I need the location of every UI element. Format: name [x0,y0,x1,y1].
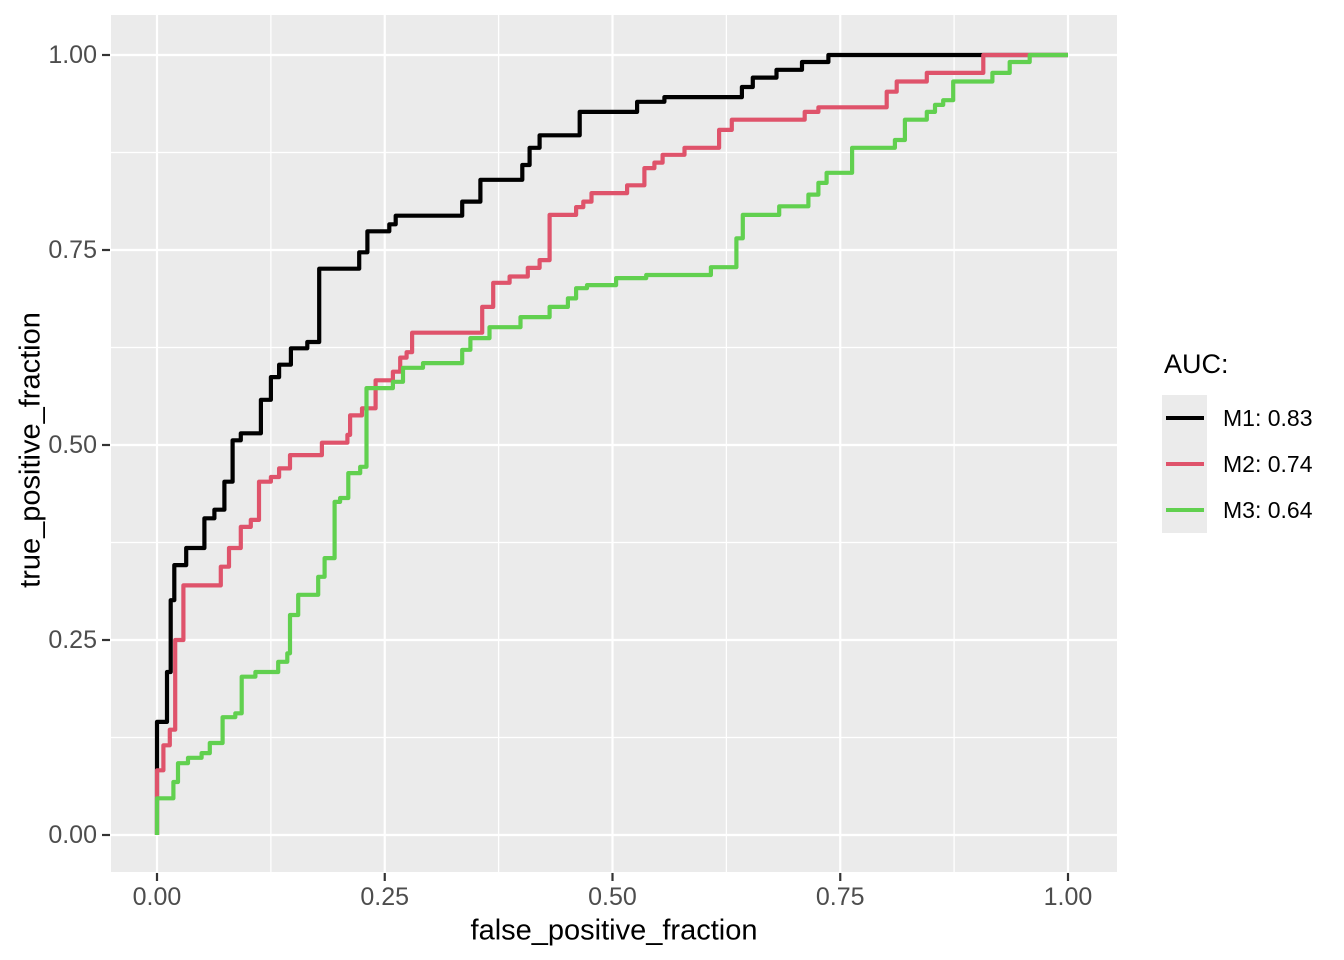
y-tick-label: 0.75 [48,236,97,264]
legend-key-m2 [1162,441,1207,487]
legend-label-m2: M2: 0.74 [1223,450,1313,477]
legend-title: AUC: [1164,349,1229,379]
y-tick-label: 0.00 [48,821,97,849]
legend: AUC: M1: 0.83 M2: 0.74 M3: 0.64 [1162,349,1313,533]
y-tick-label: 1.00 [48,41,97,69]
roc-curve-m3 [154,52,1068,835]
x-tick-label: 0.50 [588,883,637,911]
roc-curve-m2 [154,52,1068,835]
legend-key-line-m1 [1165,416,1204,420]
x-tick-label: 0.00 [133,883,182,911]
legend-key-line-m3 [1165,508,1204,512]
legend-key-line-m2 [1165,462,1204,466]
legend-entry-m2: M2: 0.74 [1162,441,1313,487]
y-tick-label: 0.50 [48,431,97,459]
y-tick-label: 0.25 [48,626,97,654]
roc-curve-m1 [154,52,1068,835]
x-tick-label: 1.00 [1044,883,1093,911]
x-tick-label: 0.25 [360,883,409,911]
legend-key-m1 [1162,395,1207,441]
legend-label-m3: M3: 0.64 [1223,496,1313,523]
legend-label-m1: M1: 0.83 [1223,404,1313,431]
legend-key-m3 [1162,487,1207,533]
y-axis-title: true_positive_fraction [14,312,47,588]
x-axis-title: false_positive_fraction [470,914,758,947]
x-tick-label: 0.75 [816,883,865,911]
legend-entry-m3: M3: 0.64 [1162,487,1313,533]
plot-panel [111,15,1117,872]
legend-entry-m1: M1: 0.83 [1162,395,1313,441]
